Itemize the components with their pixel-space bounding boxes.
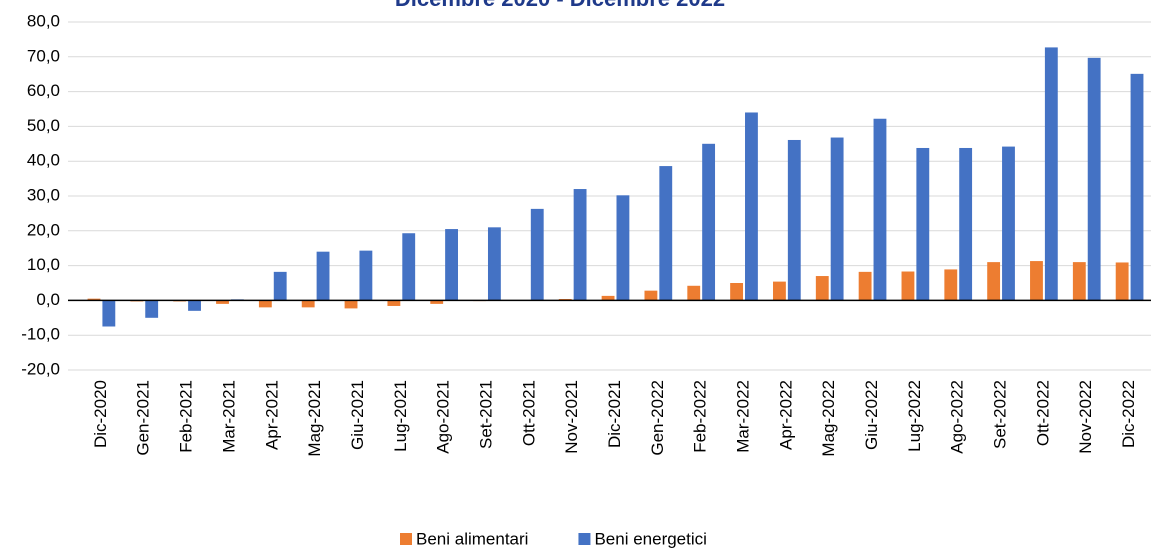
x-tick-label: Lug-2021	[391, 380, 410, 452]
x-tick-label: Mag-2021	[305, 380, 324, 457]
bar	[815, 276, 829, 301]
x-tick-label: Set-2021	[476, 380, 495, 449]
x-tick-label: Ott-2021	[519, 380, 538, 446]
bar	[445, 229, 458, 301]
x-tick-label: Feb-2021	[177, 380, 196, 453]
x-tick-label: Dic-2022	[1119, 380, 1138, 448]
x-tick-label: Dic-2020	[91, 380, 110, 448]
bar	[944, 269, 958, 301]
x-tick-label: Mar-2022	[734, 380, 753, 453]
y-tick-label: 30,0	[27, 185, 60, 204]
y-tick-label: 40,0	[27, 151, 60, 170]
bar	[1030, 261, 1043, 301]
legend-label: Beni energetici	[594, 529, 706, 548]
legend-swatch	[400, 533, 412, 545]
x-tick-label: Gen-2021	[134, 380, 153, 456]
bar	[687, 285, 701, 301]
x-tick-label: Apr-2022	[776, 380, 795, 450]
legend-swatch	[578, 533, 591, 545]
bar	[530, 208, 544, 301]
bar	[1087, 57, 1101, 301]
bar	[316, 251, 330, 301]
legend-label: Beni alimentari	[416, 529, 528, 548]
x-tick-label: Ago-2022	[948, 380, 967, 454]
bar	[916, 147, 930, 301]
bar	[745, 112, 758, 301]
bar	[659, 166, 673, 301]
bar	[873, 118, 887, 301]
x-tick-label: Feb-2022	[691, 380, 710, 453]
bar	[188, 300, 201, 311]
bar	[730, 283, 744, 301]
y-tick-label: -10,0	[21, 325, 60, 344]
x-tick-label: Dic-2021	[605, 380, 624, 448]
x-tick-label: Nov-2022	[1076, 380, 1095, 454]
bar	[487, 227, 501, 301]
bar	[387, 300, 401, 306]
x-tick-label: Giu-2022	[862, 380, 881, 450]
bar	[273, 271, 287, 301]
y-tick-label: 60,0	[27, 81, 60, 100]
y-tick-label: 10,0	[27, 255, 60, 274]
x-tick-label: Gen-2022	[648, 380, 667, 456]
bar	[787, 139, 801, 301]
bar	[344, 300, 358, 309]
x-tick-label: Nov-2021	[562, 380, 581, 454]
bar	[359, 250, 373, 301]
y-tick-label: -20,0	[21, 359, 60, 378]
x-tick-label: Mar-2021	[219, 380, 238, 453]
bar	[102, 300, 116, 327]
chart-title: Dicembre 2020 - Dicembre 2022	[395, 0, 725, 11]
y-tick-label: 20,0	[27, 220, 60, 239]
x-tick-label: Mag-2022	[819, 380, 838, 457]
bar	[1002, 146, 1015, 301]
x-tick-label: Giu-2021	[348, 380, 367, 450]
bar	[573, 189, 587, 301]
bar	[1130, 73, 1144, 301]
x-tick-label: Set-2022	[991, 380, 1010, 449]
y-tick-label: 0,0	[36, 290, 60, 309]
y-tick-label: 50,0	[27, 116, 60, 135]
bar	[258, 300, 272, 308]
y-tick-label: 70,0	[27, 46, 60, 65]
bar	[216, 300, 229, 304]
y-tick-label: 80,0	[27, 11, 60, 30]
x-tick-label: Ott-2022	[1033, 380, 1052, 446]
bar	[644, 290, 658, 301]
bar	[959, 147, 973, 301]
bar	[1072, 262, 1086, 301]
bar	[301, 300, 315, 308]
bar	[702, 143, 716, 301]
bar	[616, 195, 630, 301]
bar	[430, 300, 444, 304]
bar	[858, 271, 872, 301]
bar	[1115, 262, 1129, 301]
bar	[987, 262, 1001, 301]
bar	[601, 295, 615, 301]
bar	[773, 281, 786, 301]
bar	[1044, 47, 1058, 301]
x-tick-label: Ago-2021	[434, 380, 453, 454]
bar	[87, 298, 101, 301]
bar	[402, 233, 416, 301]
x-tick-label: Apr-2021	[262, 380, 281, 450]
bar	[145, 300, 159, 318]
bar	[901, 271, 915, 301]
bar	[830, 137, 844, 301]
x-tick-label: Lug-2022	[905, 380, 924, 452]
